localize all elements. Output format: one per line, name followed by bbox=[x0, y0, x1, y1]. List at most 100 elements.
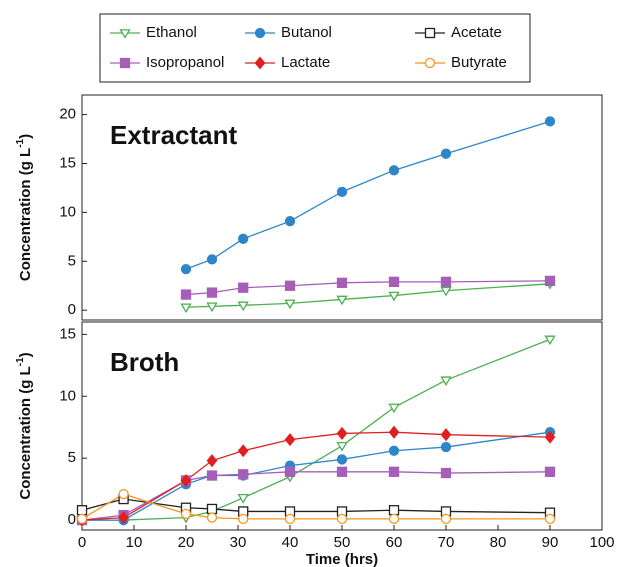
marker bbox=[544, 335, 556, 346]
y-tick-label: 0 bbox=[68, 301, 76, 318]
y-axis-label-sup: -1 bbox=[15, 138, 26, 147]
marker bbox=[180, 263, 192, 275]
panel-label: Broth bbox=[110, 347, 179, 377]
marker bbox=[237, 444, 249, 458]
x-tick-label: 10 bbox=[126, 534, 143, 551]
marker bbox=[440, 286, 452, 297]
y-tick-label: 15 bbox=[59, 154, 76, 171]
marker bbox=[440, 441, 452, 453]
y-axis-label-text: Concentration (g L bbox=[17, 366, 34, 499]
series-line bbox=[82, 338, 551, 521]
marker bbox=[440, 148, 452, 159]
marker bbox=[76, 513, 88, 525]
legend-marker bbox=[254, 27, 266, 39]
marker bbox=[388, 276, 400, 287]
y-tick-label: 5 bbox=[68, 252, 76, 269]
marker bbox=[238, 282, 249, 293]
marker bbox=[206, 512, 218, 523]
marker bbox=[388, 466, 400, 477]
marker bbox=[206, 454, 218, 468]
marker bbox=[388, 291, 400, 302]
marker bbox=[544, 430, 556, 444]
marker bbox=[206, 503, 218, 515]
marker bbox=[336, 277, 348, 288]
x-axis-label: Time (hrs) bbox=[306, 551, 378, 567]
marker bbox=[284, 280, 296, 291]
y-tick-label: 0 bbox=[68, 511, 76, 528]
marker bbox=[388, 403, 400, 414]
marker bbox=[544, 513, 556, 525]
marker bbox=[440, 376, 452, 386]
marker bbox=[238, 513, 249, 525]
marker bbox=[336, 466, 348, 477]
marker bbox=[180, 289, 192, 300]
legend-marker bbox=[119, 57, 131, 69]
marker bbox=[388, 165, 400, 176]
x-tick-label: 0 bbox=[78, 534, 86, 551]
x-tick-label: 30 bbox=[230, 534, 247, 551]
marker bbox=[238, 233, 249, 244]
legend-label: Butyrate bbox=[451, 54, 507, 71]
marker bbox=[440, 467, 452, 479]
x-tick-label: 80 bbox=[490, 534, 507, 551]
marker bbox=[206, 470, 218, 481]
legend-label: Acetate bbox=[451, 24, 502, 41]
legend-marker bbox=[424, 57, 436, 69]
x-tick-label: 90 bbox=[542, 534, 559, 551]
series-line bbox=[81, 431, 551, 521]
marker bbox=[544, 116, 556, 127]
series-line bbox=[185, 280, 551, 296]
marker bbox=[237, 301, 249, 312]
marker bbox=[440, 428, 452, 442]
legend-marker bbox=[424, 27, 436, 39]
marker bbox=[284, 216, 296, 227]
y-tick-label: 10 bbox=[59, 203, 76, 220]
series-line bbox=[81, 493, 550, 520]
marker bbox=[284, 466, 296, 477]
marker bbox=[206, 254, 218, 265]
y-axis-label: Concentration (g L-1) bbox=[15, 352, 34, 499]
y-tick-label: 5 bbox=[68, 449, 76, 466]
marker bbox=[336, 513, 348, 525]
series-line bbox=[185, 120, 551, 270]
legend-label: Ethanol bbox=[146, 24, 197, 41]
x-tick-label: 70 bbox=[438, 534, 455, 551]
marker bbox=[284, 513, 296, 525]
marker bbox=[284, 433, 296, 447]
x-tick-label: 60 bbox=[386, 534, 403, 551]
marker bbox=[336, 186, 348, 197]
marker bbox=[206, 287, 218, 298]
marker bbox=[237, 494, 249, 504]
x-tick-label: 50 bbox=[334, 534, 351, 551]
legend-marker bbox=[254, 56, 266, 70]
y-axis-label-text: Concentration (g L bbox=[17, 148, 34, 281]
x-tick-label: 100 bbox=[589, 534, 614, 551]
marker bbox=[180, 303, 192, 314]
marker bbox=[118, 511, 129, 525]
plot-frame bbox=[81, 94, 603, 321]
legend-label: Isopropanol bbox=[146, 54, 224, 71]
y-axis-label-end: ) bbox=[17, 352, 34, 357]
marker bbox=[544, 275, 556, 287]
marker bbox=[180, 508, 192, 520]
marker bbox=[76, 505, 88, 516]
marker bbox=[336, 454, 348, 465]
legend-label: Butanol bbox=[281, 24, 332, 41]
marker bbox=[336, 442, 348, 452]
marker bbox=[180, 473, 192, 488]
series-line bbox=[185, 283, 551, 308]
marker bbox=[118, 488, 129, 500]
x-tick-label: 20 bbox=[178, 534, 195, 551]
panel-label: Extractant bbox=[110, 120, 237, 150]
y-axis-label-end: ) bbox=[17, 134, 34, 139]
y-tick-label: 20 bbox=[59, 106, 76, 123]
marker bbox=[206, 302, 218, 313]
marker bbox=[544, 466, 556, 477]
marker bbox=[388, 445, 400, 456]
legend-marker bbox=[119, 29, 131, 39]
y-tick-label: 15 bbox=[59, 325, 76, 342]
y-tick-label: 10 bbox=[59, 387, 76, 404]
marker bbox=[336, 426, 348, 440]
marker bbox=[238, 469, 249, 480]
